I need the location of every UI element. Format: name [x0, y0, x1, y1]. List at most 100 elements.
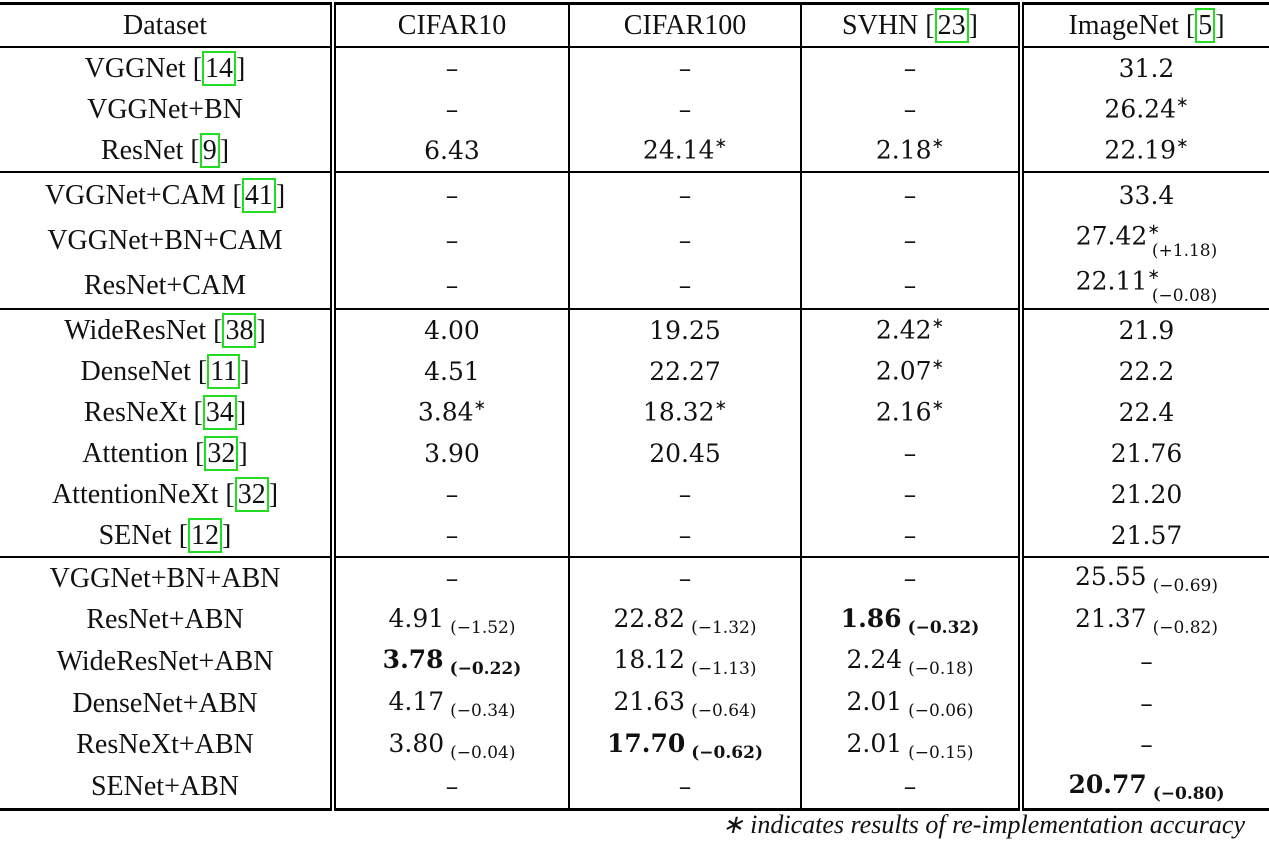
error-value: – [445, 520, 459, 550]
value-cell: 33.4 [1021, 172, 1269, 218]
value-cell: – [333, 89, 570, 130]
delta-value: (−0.08) [1151, 286, 1218, 307]
citation-link[interactable]: 41 [241, 177, 276, 213]
error-value: 20.45 [649, 438, 721, 468]
error-value: 24.14 [642, 135, 715, 165]
citation-link[interactable]: 34 [202, 394, 237, 430]
error-value: 21.63 [613, 687, 686, 717]
value-cell: 22.27 [569, 351, 802, 392]
citation-link[interactable]: 23 [934, 7, 969, 43]
error-value: – [678, 180, 692, 210]
table-row: VGGNet+BN+ABN – – – 25.55 (−0.69) [0, 557, 1269, 600]
value-cell: 2.07∗ [801, 351, 1024, 392]
method-name: VGGNet+BN+ABN [49, 562, 281, 594]
value-cell: – [333, 515, 570, 558]
table-row: ResNet+ABN 4.91 (−1.52) 22.82 (−1.32) 1.86 (−0… [0, 599, 1269, 642]
column-header: Dataset [0, 2, 336, 48]
header-label: ImageNet [1068, 9, 1179, 41]
method-cell: DenseNet+ABN [0, 682, 336, 725]
delta-value: (−0.06) [908, 701, 974, 722]
error-value: – [445, 563, 459, 593]
error-value: – [445, 771, 459, 801]
citation-link[interactable]: 14 [202, 50, 237, 86]
error-value: 25.55 [1075, 562, 1147, 592]
delta-value: (+1.18) [1151, 241, 1218, 262]
delta-value: (−1.32) [691, 617, 757, 638]
value-cell: – [333, 172, 570, 218]
method-name: ResNet+ABN [86, 604, 244, 636]
method-name: VGGNet+BN [87, 93, 243, 125]
method-cell: WideResNet [38] [0, 309, 336, 351]
value-cell: 22.11∗ (−0.08) [1021, 263, 1269, 310]
value-cell: – [801, 263, 1024, 310]
value-cell: 19.25 [569, 309, 802, 351]
method-name: VGGNet+CAM [44, 179, 226, 211]
error-value: – [903, 479, 917, 509]
method-cell: ResNet+ABN [0, 599, 336, 642]
error-value: 21.76 [1110, 438, 1183, 468]
method-cell: VGGNet [14] [0, 47, 336, 89]
table-row: VGGNet+CAM [41] – – – 33.4 [0, 172, 1269, 218]
citation-link[interactable]: 9 [199, 132, 220, 168]
value-cell: – [569, 218, 802, 263]
value-cell: – [801, 515, 1024, 558]
value-cell: 4.00 [333, 309, 570, 351]
asterisk-mark: ∗ [473, 398, 487, 415]
value-cell: – [801, 218, 1024, 263]
value-cell: 22.19∗ [1021, 130, 1269, 173]
asterisk-mark: ∗ [1147, 221, 1160, 238]
delta-value: (−0.62) [691, 742, 764, 763]
table-row: DenseNet [11] 4.51 22.27 2.07∗ 22.2 [0, 351, 1269, 392]
value-cell: – [569, 47, 802, 89]
value-cell: – [801, 474, 1024, 515]
value-cell: – [333, 474, 570, 515]
delta-value: (−0.15) [908, 742, 974, 763]
citation-link[interactable]: 5 [1195, 7, 1216, 43]
value-cell: 22.4 [1021, 392, 1269, 433]
error-value: 20.77 [1068, 770, 1147, 800]
citation-link[interactable]: 32 [204, 435, 239, 471]
error-value: – [903, 180, 917, 210]
delta-value: (−0.82) [1152, 617, 1218, 638]
value-cell: 4.17 (−0.34) [333, 682, 570, 725]
value-cell: 2.18∗ [801, 130, 1024, 173]
error-value: 26.24 [1104, 94, 1176, 124]
citation-link[interactable]: 12 [188, 517, 223, 553]
column-header: ImageNet [5] [1021, 2, 1269, 48]
header-row: Dataset CIFAR10 CIFAR100 SVHN [23] ImageNet … [0, 2, 1269, 48]
error-value: 2.01 [846, 687, 903, 717]
error-value: 4.51 [424, 356, 480, 386]
citation-link[interactable]: 11 [207, 353, 241, 389]
error-value: – [445, 270, 459, 300]
table-row: ResNeXt [34] 3.84∗ 18.32∗ 2.16∗ 22.4 [0, 392, 1269, 433]
method-name: ResNeXt [83, 396, 187, 428]
value-cell: – [333, 557, 570, 600]
asterisk-mark: ∗ [1147, 266, 1160, 283]
method-name: WideResNet+ABN [56, 645, 274, 677]
asterisk-mark: ∗ [714, 398, 728, 415]
method-cell: SENet+ABN [0, 765, 336, 811]
table-row: ResNet [9] 6.43 24.14∗ 2.18∗ 22.19∗ [0, 130, 1269, 173]
error-value: 17.70 [606, 728, 686, 758]
error-value: – [445, 180, 459, 210]
value-cell: – [801, 172, 1024, 218]
results-table: Dataset CIFAR10 CIFAR100 SVHN [23] ImageNet … [0, 2, 1269, 811]
error-value: 22.19 [1104, 135, 1176, 165]
error-value: 2.07 [875, 356, 932, 386]
value-cell: – [1021, 683, 1269, 725]
delta-value: (−0.64) [691, 701, 757, 722]
value-cell: 21.57 [1021, 515, 1269, 558]
value-cell: 1.86 (−0.32) [801, 599, 1024, 642]
error-value: 2.42 [875, 315, 932, 345]
error-value: – [1140, 688, 1153, 718]
value-cell: – [801, 557, 1024, 600]
citation-link[interactable]: 32 [234, 476, 269, 512]
table-row: SENet [12] – – – 21.57 [0, 515, 1269, 558]
error-value: – [1140, 646, 1153, 676]
method-cell: SENet [12] [0, 515, 336, 558]
asterisk-mark: ∗ [931, 316, 945, 333]
method-name: SENet [98, 519, 172, 551]
value-cell: – [333, 47, 570, 89]
citation-link[interactable]: 38 [222, 312, 257, 348]
error-value: 18.32 [642, 397, 715, 427]
